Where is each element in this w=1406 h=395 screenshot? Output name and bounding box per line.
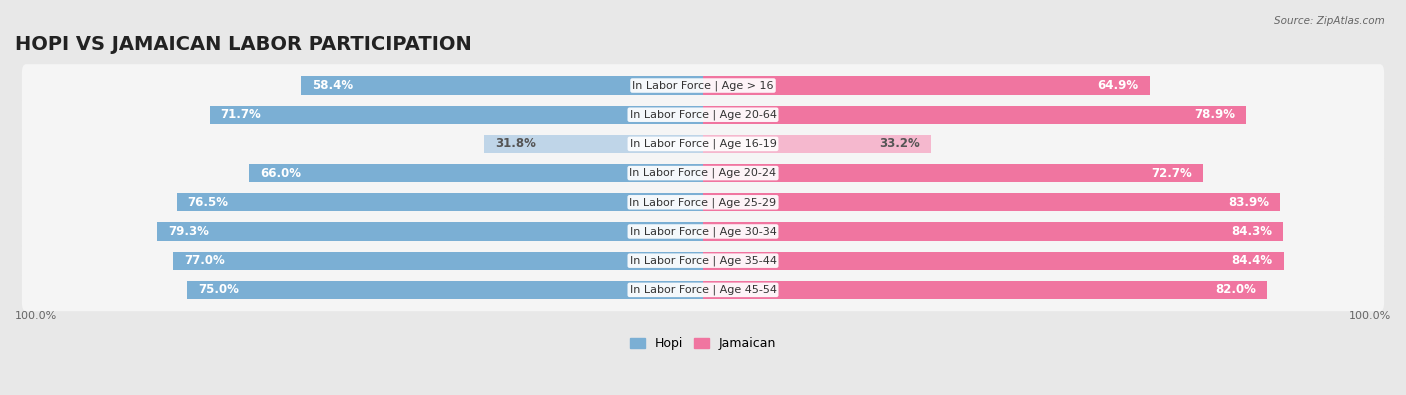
FancyBboxPatch shape [22,269,1384,311]
Text: 83.9%: 83.9% [1229,196,1270,209]
Bar [703,222,1284,241]
Text: In Labor Force | Age 16-19: In Labor Force | Age 16-19 [630,139,776,149]
Bar [187,281,703,299]
Text: 100.0%: 100.0% [1348,311,1391,321]
Text: 78.9%: 78.9% [1194,108,1234,121]
Bar [249,164,703,182]
Bar [177,193,703,211]
Text: In Labor Force | Age 35-44: In Labor Force | Age 35-44 [630,256,776,266]
Text: 84.3%: 84.3% [1232,225,1272,238]
Bar [209,106,703,124]
Text: 76.5%: 76.5% [187,196,229,209]
Text: 82.0%: 82.0% [1215,283,1256,296]
FancyBboxPatch shape [22,152,1384,194]
Text: 100.0%: 100.0% [15,311,58,321]
Text: In Labor Force | Age 25-29: In Labor Force | Age 25-29 [630,197,776,207]
Text: 33.2%: 33.2% [880,137,921,150]
Text: In Labor Force | Age 30-34: In Labor Force | Age 30-34 [630,226,776,237]
Text: In Labor Force | Age 45-54: In Labor Force | Age 45-54 [630,285,776,295]
Bar [703,135,931,153]
Bar [703,106,1246,124]
Text: In Labor Force | Age 20-24: In Labor Force | Age 20-24 [630,168,776,179]
Bar [301,77,703,94]
Bar [703,252,1284,270]
Text: HOPI VS JAMAICAN LABOR PARTICIPATION: HOPI VS JAMAICAN LABOR PARTICIPATION [15,35,472,54]
Text: 77.0%: 77.0% [184,254,225,267]
Bar [703,164,1204,182]
Legend: Hopi, Jamaican: Hopi, Jamaican [630,337,776,350]
FancyBboxPatch shape [22,64,1384,107]
Text: 31.8%: 31.8% [495,137,536,150]
Text: 58.4%: 58.4% [312,79,353,92]
FancyBboxPatch shape [22,93,1384,136]
Text: 72.7%: 72.7% [1152,167,1192,180]
Text: 79.3%: 79.3% [169,225,209,238]
Bar [157,222,703,241]
Text: 75.0%: 75.0% [198,283,239,296]
Bar [703,77,1150,94]
Text: 64.9%: 64.9% [1097,79,1139,92]
FancyBboxPatch shape [22,181,1384,224]
Text: In Labor Force | Age 20-64: In Labor Force | Age 20-64 [630,109,776,120]
Bar [703,281,1267,299]
Text: 71.7%: 71.7% [221,108,262,121]
Text: 66.0%: 66.0% [260,167,301,180]
Bar [484,135,703,153]
Text: Source: ZipAtlas.com: Source: ZipAtlas.com [1274,16,1385,26]
FancyBboxPatch shape [22,122,1384,165]
Text: In Labor Force | Age > 16: In Labor Force | Age > 16 [633,80,773,91]
FancyBboxPatch shape [22,239,1384,282]
Bar [173,252,703,270]
Bar [703,193,1281,211]
Text: 84.4%: 84.4% [1232,254,1272,267]
FancyBboxPatch shape [22,210,1384,253]
